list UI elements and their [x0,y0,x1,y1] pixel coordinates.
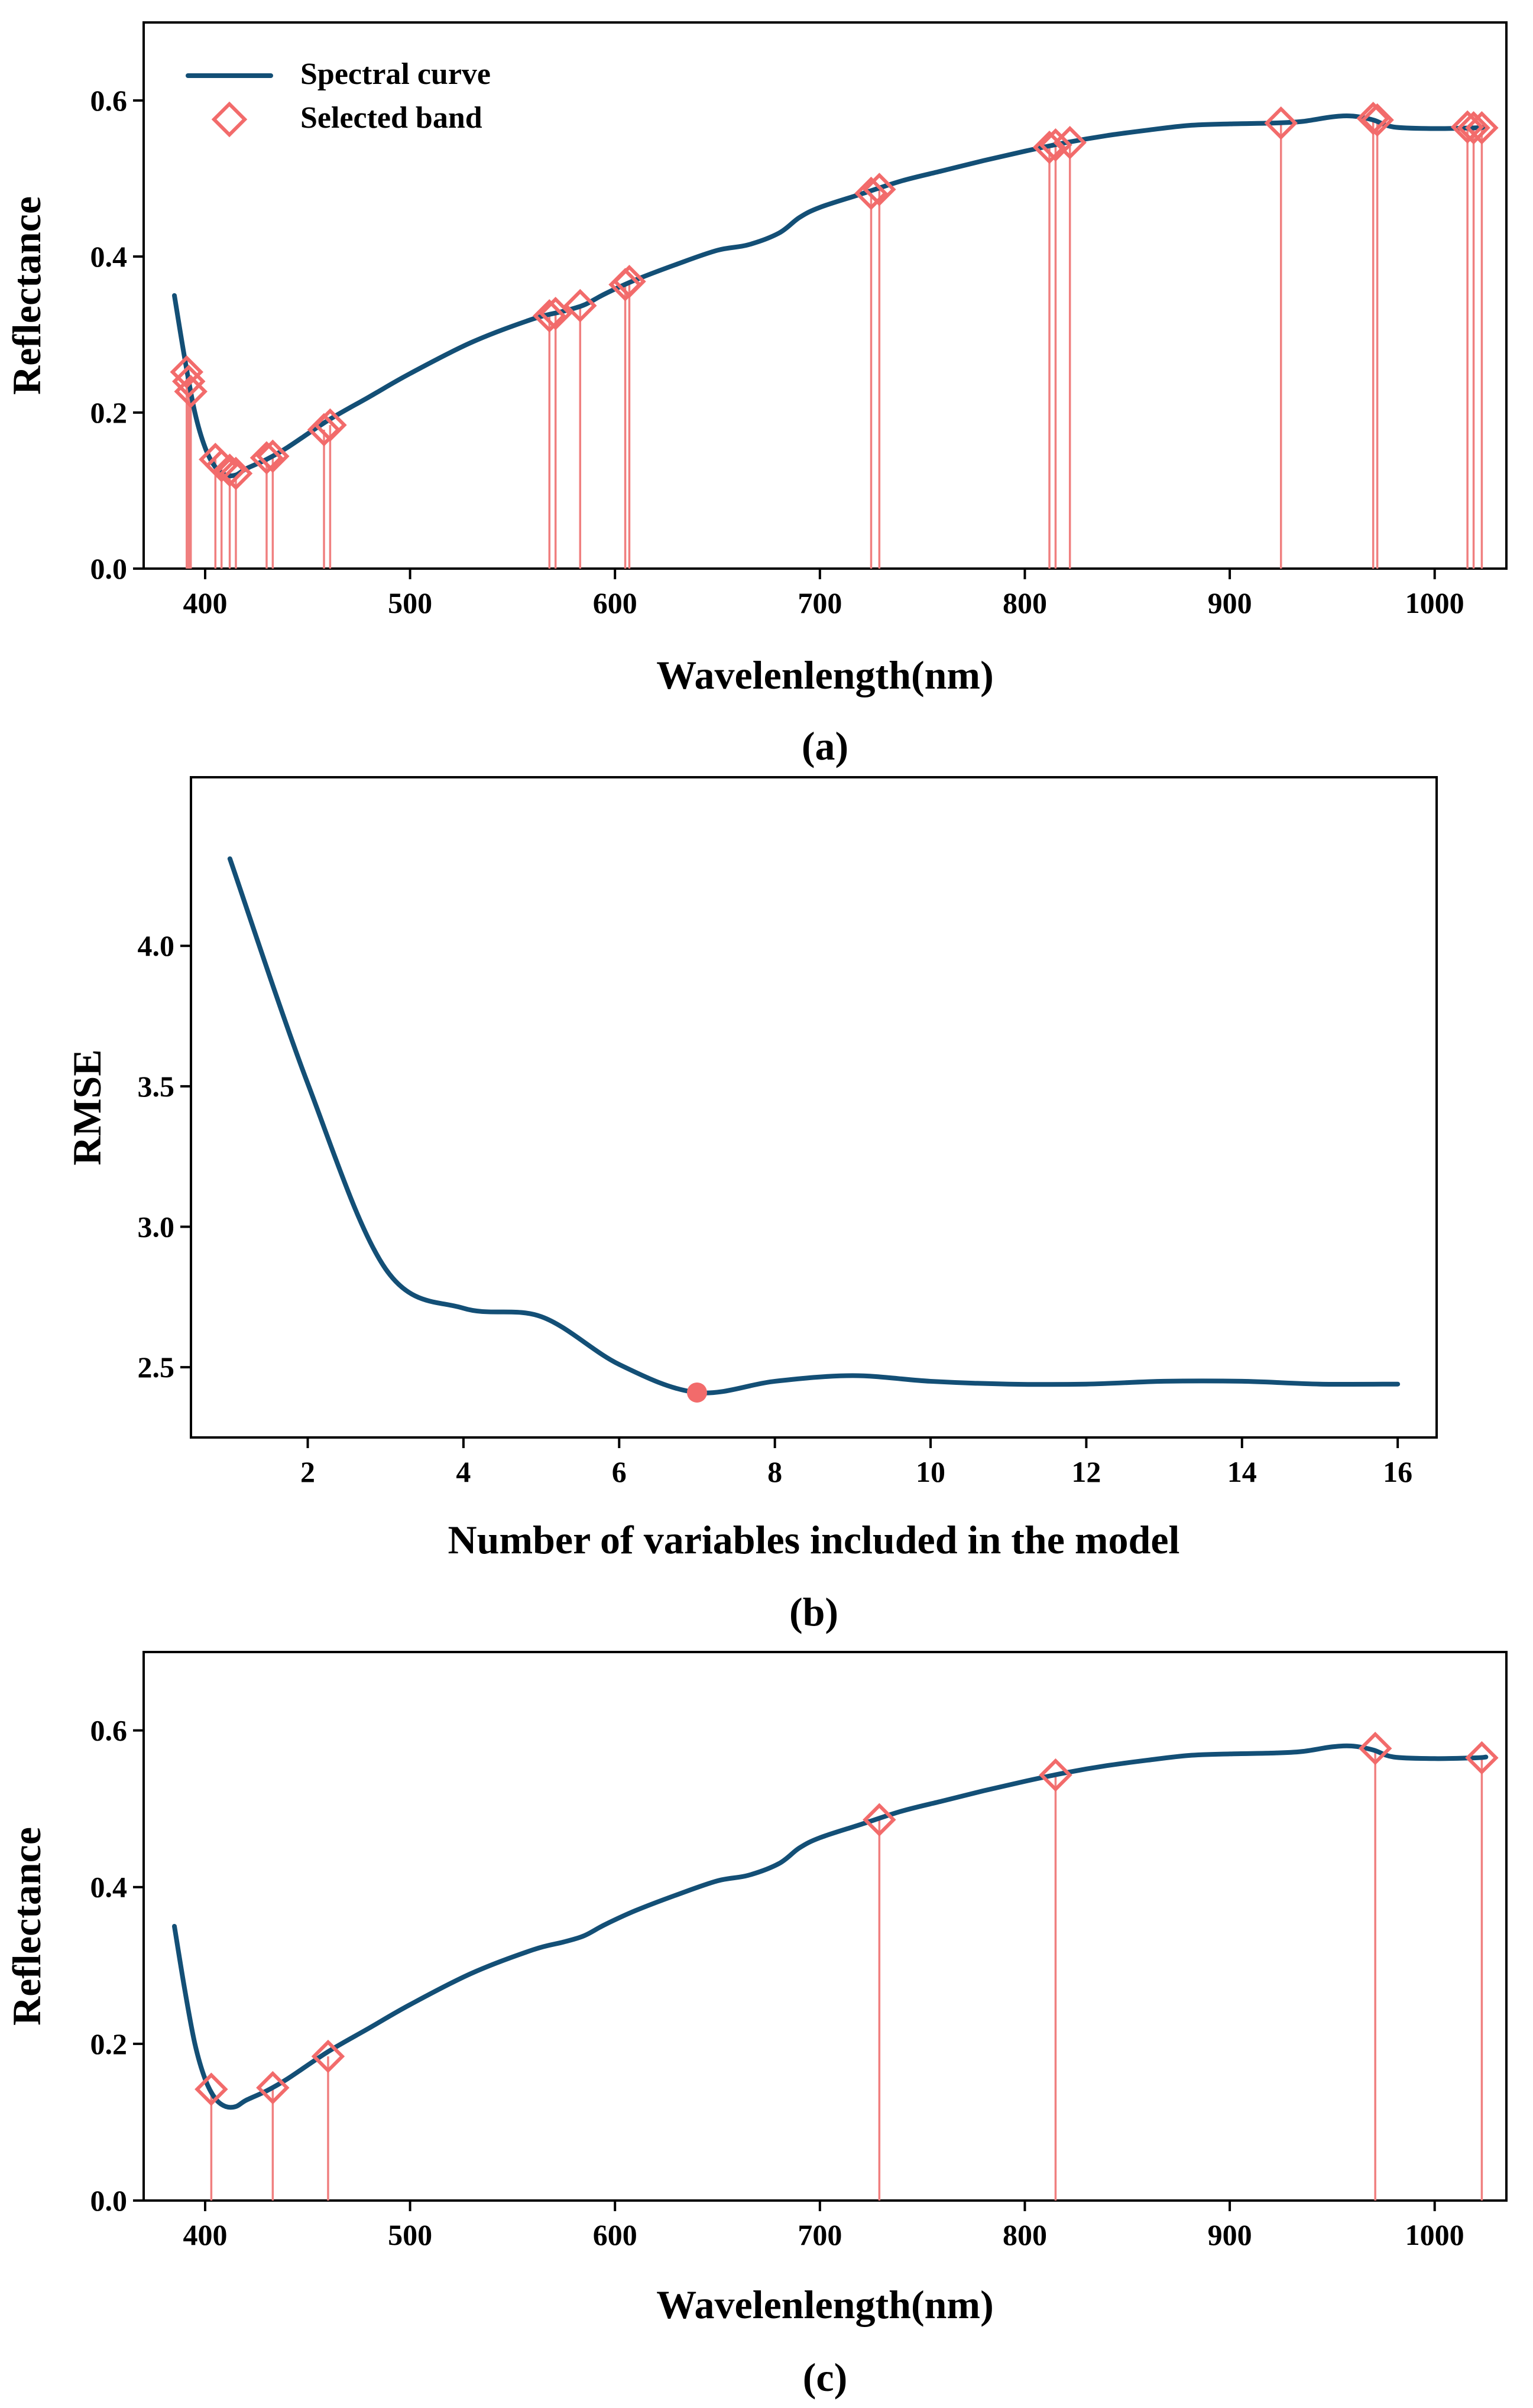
y-tick-label: 0.6 [90,84,128,117]
selected-band-marker [612,264,646,298]
plot-frame [190,776,1438,1439]
selected-band-marker [311,2039,345,2073]
y-tick-label: 0.4 [90,1871,128,1904]
x-tick-label: 400 [183,586,227,619]
selected-band-marker [313,408,347,442]
spectral-curve [171,1743,1489,2110]
selected-band-marker [563,288,597,323]
panel-label: (b) [789,1589,838,1634]
rmse-curve [227,856,1401,1396]
selected-band-marker [1457,111,1490,145]
selected-band-marker [213,453,247,487]
x-tick-label: 600 [593,2218,637,2251]
selected-band-marker [1039,128,1072,162]
x-axis-title: Wavelenlength(nm) [656,653,993,697]
chart-c: 400 500 600 700 800 900 1000 0.0 0.2 0.4 0.6 Wavele… [4,1651,1508,2400]
optimal-point-marker [686,1382,707,1403]
selected-band-marker [256,2071,290,2105]
y-tick-label: 0.0 [90,2184,128,2217]
plot-frame [142,1651,1508,2202]
x-tick-label: 800 [1003,586,1047,619]
y-tick-label: 0.0 [90,552,128,585]
x-tick-label: 8 [767,1455,782,1488]
panel-label: (c) [803,2355,847,2400]
selected-band-marker [172,364,206,398]
x-tick-label: 400 [183,2218,227,2251]
y-tick-label: 4.0 [138,929,175,962]
x-tick-label: 800 [1003,2218,1047,2251]
x-axis-title: Wavelenlength(nm) [656,2282,993,2327]
x-tick-label: 10 [916,1455,945,1488]
selected-band-marker [1450,110,1485,144]
y-axis-title: Reflectance [4,1827,49,2026]
legend-label-curve: Spectral curve [300,57,491,91]
selected-band-marker [256,439,290,473]
selected-band-marker [1264,106,1298,140]
selected-band-marker [854,176,888,210]
selected-band-marker [1032,130,1067,164]
legend-diamond-swatch [211,101,248,138]
y-tick-label: 3.5 [138,1070,175,1103]
x-tick-label: 700 [798,586,842,619]
selected-band-marker [1465,111,1499,145]
selected-band-marker [1360,103,1394,137]
y-tick-label: 0.6 [90,1714,128,1747]
x-tick-label: 900 [1208,2218,1252,2251]
x-tick-label: 500 [388,586,432,619]
selected-band-marker [1465,1741,1499,1775]
chart-a: 400 500 600 700 800 900 1000 0.0 0.2 0.4 0.6 Wavele… [4,21,1508,768]
spectral-curve [171,113,1489,479]
y-tick-label: 0.2 [90,396,128,429]
x-tick-label: 1000 [1405,586,1464,619]
legend-label-marker: Selected band [300,101,482,135]
x-tick-label: 1000 [1405,2218,1464,2251]
x-axis-title: Number of variables included in the mode… [448,1517,1180,1562]
selected-band-marker [219,456,253,491]
x-tick-label: 14 [1227,1455,1257,1488]
y-axis-title: Reflectance [4,196,49,395]
selected-band-marker [539,297,572,330]
x-tick-label: 900 [1208,586,1252,619]
chart-b: 2 4 6 8 10 12 14 16 2.5 3.0 3.5 4.0 Number of variab… [64,776,1438,1634]
y-axis-title: RMSE [64,1049,109,1165]
selected-band-marker [1356,102,1390,135]
selected-band-marker [205,449,238,483]
x-tick-label: 16 [1383,1455,1412,1488]
selected-band-marker [863,1803,896,1836]
x-tick-label: 500 [388,2218,432,2251]
x-tick-label: 600 [593,586,637,619]
selected-band-marker [195,2072,228,2106]
selected-band-marker [249,441,284,475]
x-tick-label: 700 [798,2218,842,2251]
x-tick-label: 12 [1071,1455,1101,1488]
y-tick-label: 0.4 [90,240,128,273]
x-tick-label: 6 [612,1455,627,1488]
legend: Spectral curve Selected band [186,57,491,138]
y-tick-label: 2.5 [138,1351,175,1384]
y-tick-label: 0.2 [90,2027,128,2060]
selected-band-marker [863,173,896,206]
x-tick-label: 4 [456,1455,471,1488]
selected-band-marker [1358,1731,1392,1766]
selected-band-marker [174,375,208,408]
selected-band-marker [533,299,566,333]
panel-label: (a) [802,723,848,768]
x-tick-label: 2 [300,1455,315,1488]
selected-band-marker [1039,1758,1072,1792]
selected-band-marker [170,355,204,389]
y-tick-label: 3.0 [138,1211,175,1244]
plot-frame [142,21,1508,570]
selected-band-marker [1053,126,1087,160]
